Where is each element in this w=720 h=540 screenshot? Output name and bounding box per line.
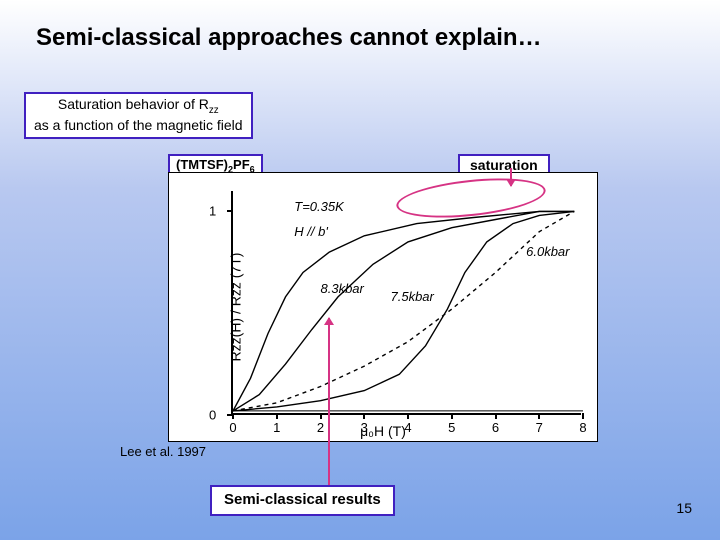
x-tick (538, 413, 540, 419)
x-tick (320, 413, 322, 419)
x-tick (276, 413, 278, 419)
x-tick-label: 4 (404, 420, 411, 435)
curve (233, 211, 574, 411)
semi-classical-results-box: Semi-classical results (210, 485, 395, 516)
compound-main: (TMTSF) (176, 157, 228, 172)
sat-line2: as a function of the magnetic field (34, 117, 243, 133)
citation: Lee et al. 1997 (120, 444, 206, 459)
chart-annotation: 8.3kbar (321, 281, 364, 296)
curve (233, 211, 574, 411)
sat-sub: zz (209, 105, 219, 116)
x-tick (582, 413, 584, 419)
page-number: 15 (676, 500, 692, 516)
chart-annotation: H // b' (294, 224, 328, 239)
chart-annotation: 7.5kbar (391, 289, 434, 304)
sat-line1: Saturation behavior of R (58, 96, 209, 112)
x-tick-label: 5 (448, 420, 455, 435)
x-tick-label: 0 (229, 420, 236, 435)
y-tick-label: 1 (209, 204, 216, 219)
x-tick-label: 8 (579, 420, 586, 435)
slide-title: Semi-classical approaches cannot explain… (36, 24, 542, 52)
y-tick (227, 210, 233, 212)
arrow-to-semiclassical (328, 318, 330, 488)
x-tick (363, 413, 365, 419)
x-tick-label: 2 (317, 420, 324, 435)
curve (233, 211, 574, 411)
x-tick-label: 3 (361, 420, 368, 435)
x-tick (451, 413, 453, 419)
compound-mid: PF (233, 157, 250, 172)
x-tick-label: 6 (492, 420, 499, 435)
curve (233, 211, 574, 411)
x-tick (407, 413, 409, 419)
chart-annotation: T=0.35K (294, 199, 344, 214)
axes: 01234567801T=0.35KH // b'6.0kbar8.3kbar7… (231, 191, 581, 415)
chart-annotation: 6.0kbar (526, 244, 569, 259)
arrow-to-saturation (510, 168, 512, 186)
x-tick-label: 1 (273, 420, 280, 435)
x-tick (495, 413, 497, 419)
chart-panel: Rzz(H) / Rzz (7T) μ₀H (T) 01234567801T=0… (168, 172, 598, 442)
y-tick (227, 414, 233, 416)
saturation-behavior-box: Saturation behavior of Rzz as a function… (24, 92, 253, 139)
x-tick-label: 7 (536, 420, 543, 435)
y-tick-label: 0 (209, 408, 216, 423)
